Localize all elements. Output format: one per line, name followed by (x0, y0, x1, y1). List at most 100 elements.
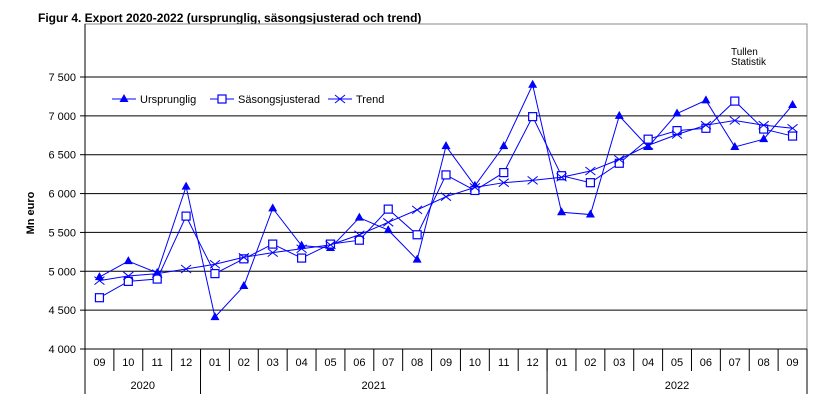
data-point-ssongsjusterad (441, 170, 451, 180)
data-point-trend (123, 271, 134, 281)
year-label: 2022 (665, 380, 689, 392)
data-point-ursprunglig (181, 181, 191, 190)
x-tick-label: 08 (758, 357, 770, 369)
data-point-ursprunglig (499, 141, 509, 150)
data-point-ursprunglig (759, 134, 769, 143)
data-point-ursprunglig (701, 95, 711, 104)
chart-title: Figur 4. Export 2020-2022 (ursprunglig, … (38, 11, 422, 25)
data-point-ursprunglig (557, 207, 567, 216)
x-tick-label: 09 (786, 357, 798, 369)
legend-marker (119, 94, 129, 102)
legend-marker (217, 94, 227, 104)
x-tick-label: 04 (295, 357, 307, 369)
x-tick-label: 09 (440, 357, 452, 369)
x-tick-label: 10 (469, 357, 481, 369)
data-point-ursprunglig (441, 141, 451, 150)
data-point-ssongsjusterad (412, 230, 422, 240)
data-point-trend (209, 259, 221, 269)
legend-label: Ursprunglig (140, 94, 196, 106)
data-point-trend (700, 120, 712, 130)
x-tick-label: 06 (353, 357, 365, 369)
data-point-ssongsjusterad (268, 239, 278, 249)
data-point-ursprunglig (94, 272, 104, 281)
data-point-ursprunglig (239, 281, 249, 290)
data-point-trend (498, 178, 510, 188)
data-point-ssongsjusterad (123, 276, 133, 286)
y-tick-label: 5 500 (48, 227, 76, 239)
y-tick-label: 7 000 (48, 111, 76, 123)
data-point-trend (354, 230, 365, 240)
data-point-trend (613, 154, 625, 164)
x-tick-label: 05 (671, 357, 683, 369)
y-tick-label: 4 000 (48, 344, 76, 356)
data-point-ssongsjusterad (499, 167, 509, 178)
x-tick-label: 06 (700, 357, 712, 369)
source-label: Tullen Statistik (731, 48, 766, 68)
data-point-trend (585, 166, 596, 176)
data-point-ssongsjusterad (94, 293, 105, 303)
x-tick-label: 10 (122, 357, 134, 369)
data-point-trend (411, 205, 423, 215)
data-point-ursprunglig (210, 312, 220, 321)
x-tick-label: 05 (324, 357, 336, 369)
y-tick-label: 4 500 (48, 305, 76, 317)
data-point-ursprunglig (585, 209, 595, 218)
x-tick-label: 07 (382, 357, 394, 369)
data-point-ursprunglig (412, 254, 422, 263)
data-point-trend (296, 244, 307, 254)
data-point-trend (238, 252, 250, 262)
data-point-trend (94, 276, 105, 286)
x-tick-label: 04 (642, 357, 654, 369)
x-tick-label: 11 (151, 357, 162, 369)
x-tick-label: 01 (555, 357, 567, 369)
data-point-trend (382, 217, 394, 227)
data-point-trend (440, 192, 452, 202)
x-tick-label: 12 (180, 357, 192, 369)
legend-marker (334, 94, 346, 104)
data-point-trend (325, 240, 336, 250)
data-point-trend (729, 116, 741, 125)
x-tick-label: 01 (209, 357, 221, 369)
source-line-1: Tullen (731, 47, 758, 58)
data-point-trend (556, 172, 567, 182)
y-tick-label: 5 000 (48, 266, 76, 278)
data-point-ssongsjusterad (643, 134, 653, 144)
data-point-ursprunglig (354, 212, 364, 221)
data-point-ssongsjusterad (730, 96, 740, 106)
data-point-trend (151, 269, 163, 279)
data-point-ursprunglig (383, 225, 393, 234)
x-tick-label: 09 (93, 357, 105, 369)
legend-label: Trend (356, 94, 384, 106)
data-point-ursprunglig (528, 79, 538, 88)
data-point-trend (527, 175, 538, 185)
data-point-trend (642, 140, 654, 150)
data-point-ssongsjusterad (759, 124, 769, 134)
data-point-trend (267, 248, 279, 258)
year-label: 2021 (362, 380, 386, 392)
data-point-trend (758, 120, 769, 130)
source-line-2: Statistik (731, 57, 767, 68)
data-point-ursprunglig (788, 99, 798, 108)
data-point-ssongsjusterad (210, 269, 220, 279)
x-tick-label: 03 (613, 357, 625, 369)
y-tick-label: 7 500 (48, 72, 76, 84)
x-tick-label: 12 (527, 357, 539, 369)
x-tick-label: 03 (267, 357, 279, 369)
data-point-ssongsjusterad (585, 178, 596, 188)
series-line-ursprunglig (99, 83, 793, 319)
data-point-ursprunglig (730, 141, 740, 150)
data-point-ssongsjusterad (297, 253, 307, 263)
y-tick-label: 6 500 (48, 150, 76, 162)
year-label: 2020 (131, 380, 155, 392)
data-point-ssongsjusterad (556, 171, 567, 181)
data-point-ssongsjusterad (787, 131, 798, 141)
x-tick-label: 07 (729, 357, 741, 369)
data-point-ssongsjusterad (239, 254, 249, 264)
data-point-ursprunglig (672, 108, 682, 117)
data-point-ssongsjusterad (152, 274, 162, 284)
data-point-trend (469, 182, 481, 192)
data-point-ssongsjusterad (354, 235, 364, 245)
x-tick-label: 02 (584, 357, 596, 369)
plot-frame (84, 23, 808, 350)
